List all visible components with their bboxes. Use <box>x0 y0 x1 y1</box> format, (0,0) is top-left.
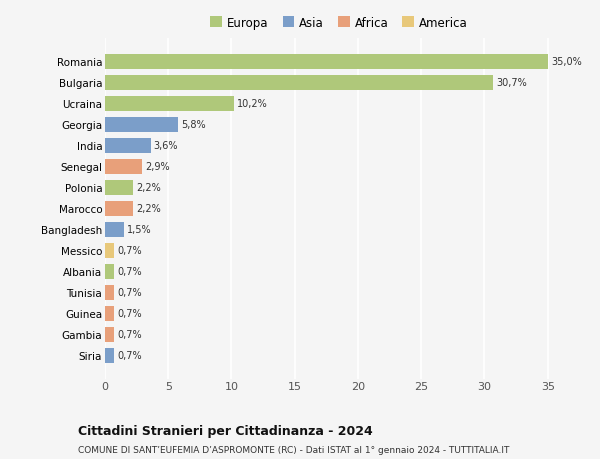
Text: 35,0%: 35,0% <box>551 57 581 67</box>
Text: Cittadini Stranieri per Cittadinanza - 2024: Cittadini Stranieri per Cittadinanza - 2… <box>78 425 373 437</box>
Text: 0,7%: 0,7% <box>117 351 142 361</box>
Bar <box>105 96 234 112</box>
Text: 0,7%: 0,7% <box>117 309 142 319</box>
Legend: Europa, Asia, Africa, America: Europa, Asia, Africa, America <box>211 17 467 30</box>
Text: 5,8%: 5,8% <box>182 120 206 130</box>
Bar <box>105 180 133 196</box>
Bar <box>105 327 114 342</box>
Bar <box>105 75 493 90</box>
Text: 2,2%: 2,2% <box>136 183 161 193</box>
Text: 1,5%: 1,5% <box>127 225 152 235</box>
Text: COMUNE DI SANT’EUFEMIA D’ASPROMONTE (RC) - Dati ISTAT al 1° gennaio 2024 - TUTTI: COMUNE DI SANT’EUFEMIA D’ASPROMONTE (RC)… <box>78 445 509 454</box>
Bar <box>105 264 114 280</box>
Bar <box>105 55 548 70</box>
Bar <box>105 348 114 363</box>
Bar <box>105 202 133 216</box>
Bar <box>105 243 114 258</box>
Text: 0,7%: 0,7% <box>117 288 142 298</box>
Text: 3,6%: 3,6% <box>154 141 178 151</box>
Text: 30,7%: 30,7% <box>496 78 527 88</box>
Text: 2,9%: 2,9% <box>145 162 169 172</box>
Text: 0,7%: 0,7% <box>117 267 142 277</box>
Bar <box>105 285 114 300</box>
Bar <box>105 222 124 237</box>
Text: 10,2%: 10,2% <box>237 99 268 109</box>
Bar <box>105 118 178 133</box>
Text: 2,2%: 2,2% <box>136 204 161 214</box>
Bar <box>105 159 142 174</box>
Bar <box>105 138 151 153</box>
Bar <box>105 306 114 321</box>
Text: 0,7%: 0,7% <box>117 330 142 340</box>
Text: 0,7%: 0,7% <box>117 246 142 256</box>
